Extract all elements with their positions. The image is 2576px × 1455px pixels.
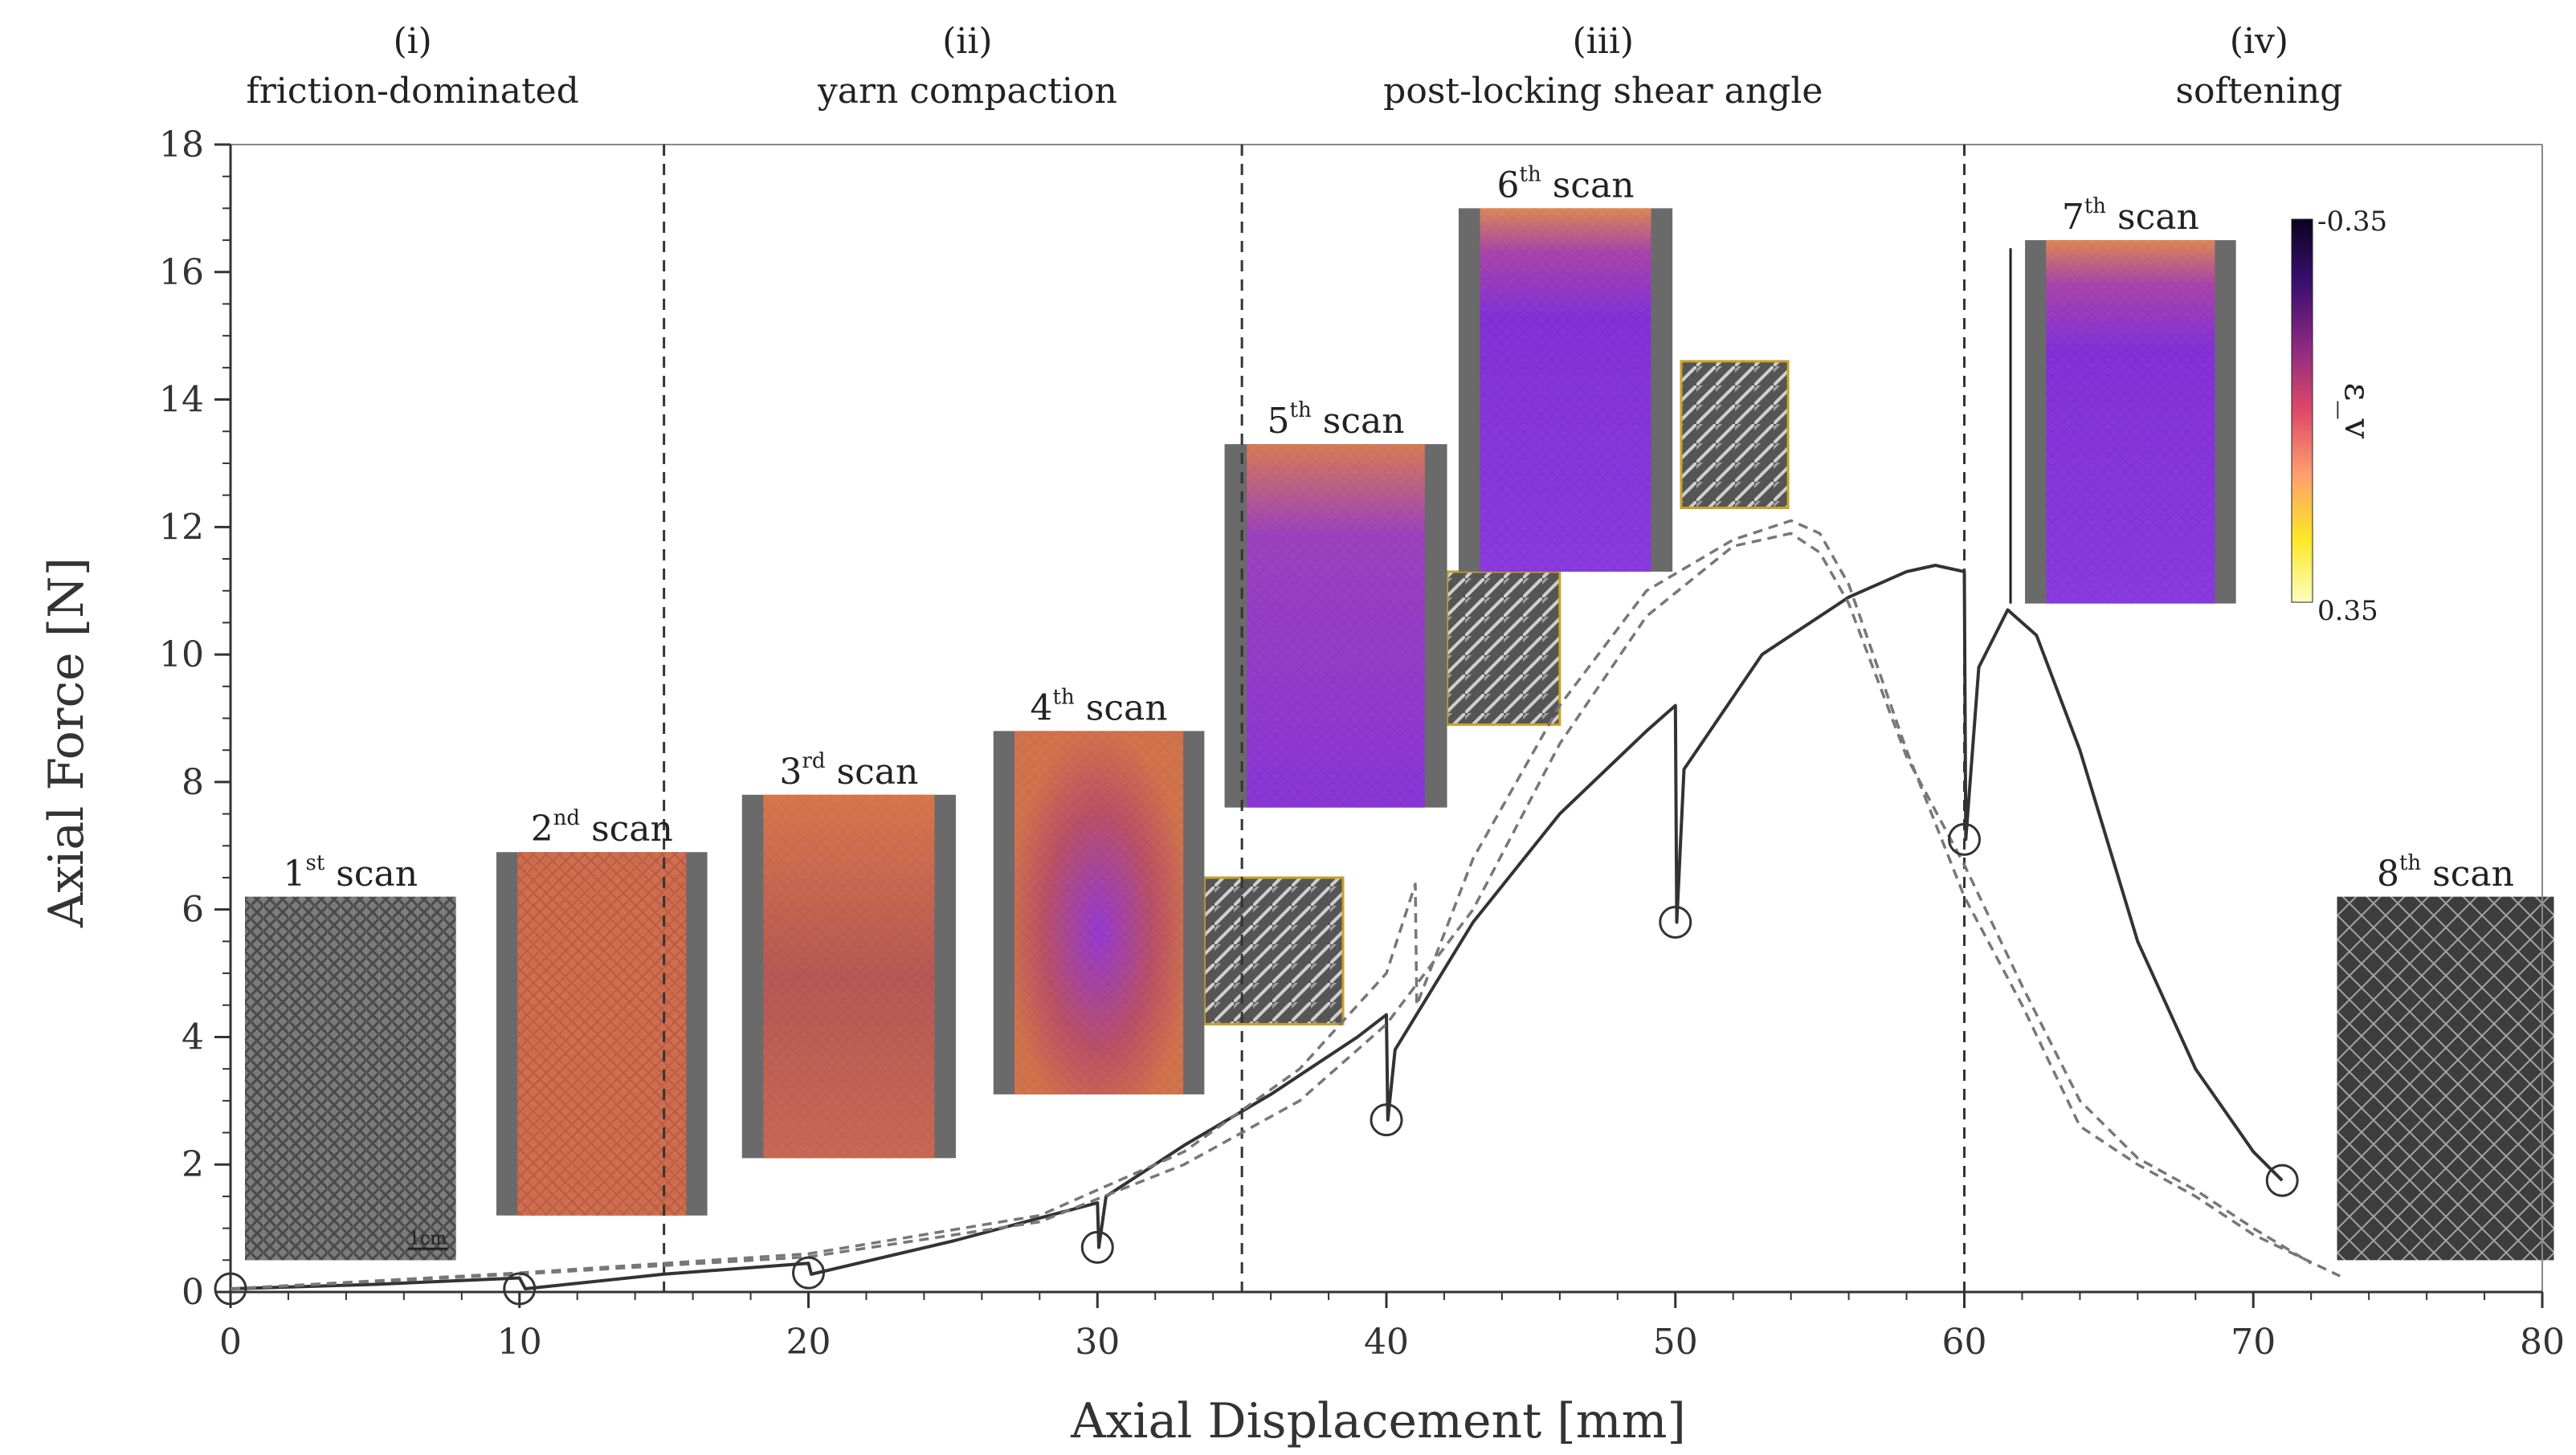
region-numeral: (i) [393, 21, 431, 62]
scan-image-texture [2046, 240, 2215, 604]
colorbar [2291, 218, 2313, 603]
y-axis-title: Axial Force [N] [39, 557, 95, 928]
zoom-inset [1680, 360, 1790, 510]
scale-bar-label: 1cm [409, 1229, 447, 1249]
y-tick-label: 12 [159, 507, 204, 548]
y-tick-label: 6 [182, 890, 204, 931]
scan-marker [1080, 1230, 1114, 1264]
x-tick-label: 70 [2231, 1322, 2276, 1363]
colorbar-bottom-label: 0.35 [2317, 595, 2378, 627]
series-line-2 [230, 519, 2341, 1290]
y-tick-label: 4 [182, 1017, 204, 1058]
scan-label: 8th scan [2377, 851, 2514, 895]
x-tick-label: 0 [219, 1322, 242, 1363]
x-tick-label: 80 [2520, 1322, 2565, 1363]
region-label: softening [2175, 71, 2342, 112]
scan-marker [503, 1272, 537, 1306]
zoom-inset [1446, 570, 1562, 726]
x-tick-label: 10 [497, 1322, 542, 1363]
scan-marker [1370, 1103, 1403, 1137]
x-axis-title: Axial Displacement [mm] [1070, 1393, 1686, 1449]
region-label: post-locking shear angle [1383, 71, 1823, 112]
series-line-1 [230, 564, 2284, 1290]
scan-marker [1659, 906, 1692, 939]
y-tick-label: 14 [159, 380, 204, 421]
region-label: yarn compaction [817, 71, 1117, 112]
region-numeral: (iv) [2230, 21, 2288, 62]
y-tick-label: 18 [159, 124, 204, 165]
scan-label: 5th scan [1268, 398, 1405, 442]
scan-image [2337, 896, 2554, 1261]
scan-marker [214, 1272, 247, 1306]
x-tick-label: 60 [1942, 1322, 1987, 1363]
scan-image-texture [763, 794, 935, 1159]
scan-label: 2nd scan [531, 806, 673, 850]
x-tick-label: 50 [1653, 1322, 1698, 1363]
scan-image-texture [1014, 731, 1184, 1094]
scan-label: 7th scan [2062, 194, 2199, 238]
scan-label: 4th scan [1031, 685, 1168, 728]
y-tick-label: 0 [182, 1272, 204, 1313]
y-tick-label: 10 [159, 634, 204, 675]
y-tick-label: 16 [159, 252, 204, 293]
colorbar-label: ε_v [2337, 383, 2378, 439]
scan-label: 1st scan [284, 851, 418, 895]
region-numeral: (ii) [942, 21, 992, 62]
scan-image-texture [1247, 444, 1425, 808]
zoom-inset [1202, 876, 1345, 1026]
x-tick-label: 30 [1075, 1322, 1120, 1363]
x-tick-label: 40 [1364, 1322, 1409, 1363]
x-tick-label: 20 [786, 1322, 831, 1363]
scan-marker [1948, 822, 1981, 856]
y-tick-label: 2 [182, 1144, 204, 1185]
scan-label: 3rd scan [779, 749, 918, 793]
series-line-3 [230, 532, 2313, 1290]
scan-image [244, 896, 456, 1261]
scan-marker [2265, 1164, 2299, 1197]
scan-image-texture [517, 852, 687, 1216]
y-tick-label: 8 [182, 762, 204, 803]
scan-marker [792, 1256, 825, 1290]
scan-label: 6th scan [1497, 162, 1635, 206]
colorbar-top-label: -0.35 [2317, 206, 2387, 238]
region-label: friction-dominated [246, 71, 578, 112]
region-numeral: (iii) [1573, 21, 1635, 62]
scan-image-texture [1480, 208, 1651, 572]
